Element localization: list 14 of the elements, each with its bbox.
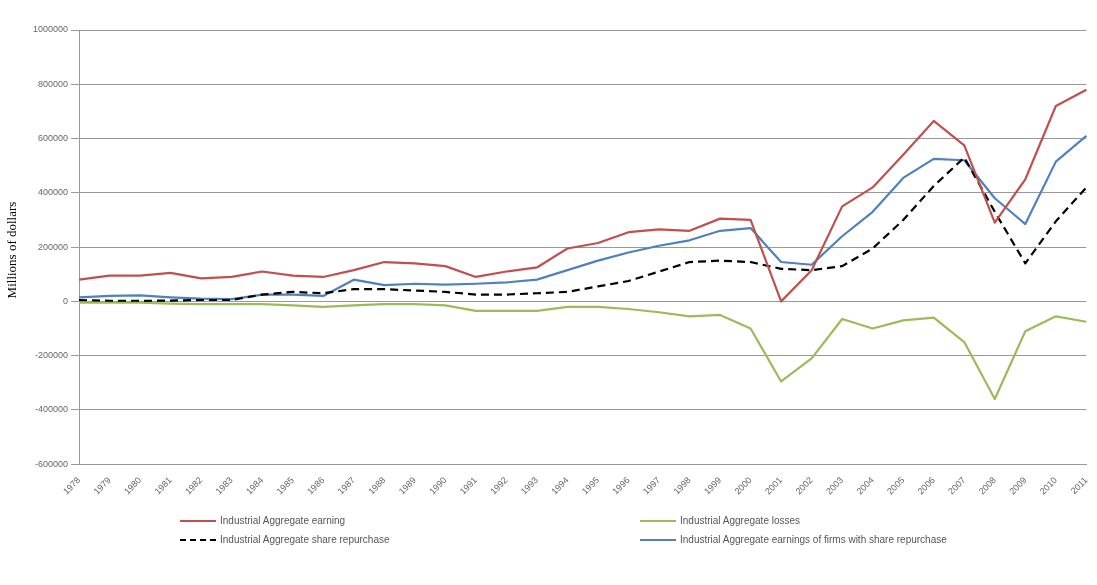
legend-label: Industrial Aggregate share repurchase [220,534,390,545]
y-tick-label: -400000 [35,404,69,415]
legend-label: Industrial Aggregate losses [680,515,801,526]
y-axis-title: Millions of dollars [4,201,20,299]
y-tick-label: -600000 [35,458,69,469]
y-tick-label: 200000 [37,241,69,252]
y-tick-label: 0 [63,295,69,306]
y-tick-label: 600000 [37,133,69,144]
legend-label: Industrial Aggregate earnings of firms with share repurchase [680,534,947,545]
y-tick-label: -200000 [35,350,69,361]
y-tick-label: 400000 [37,187,69,198]
y-tick-label: 800000 [37,78,69,89]
legend-label: Industrial Aggregate earning [220,515,346,526]
y-tick-label: 1000000 [32,24,69,35]
